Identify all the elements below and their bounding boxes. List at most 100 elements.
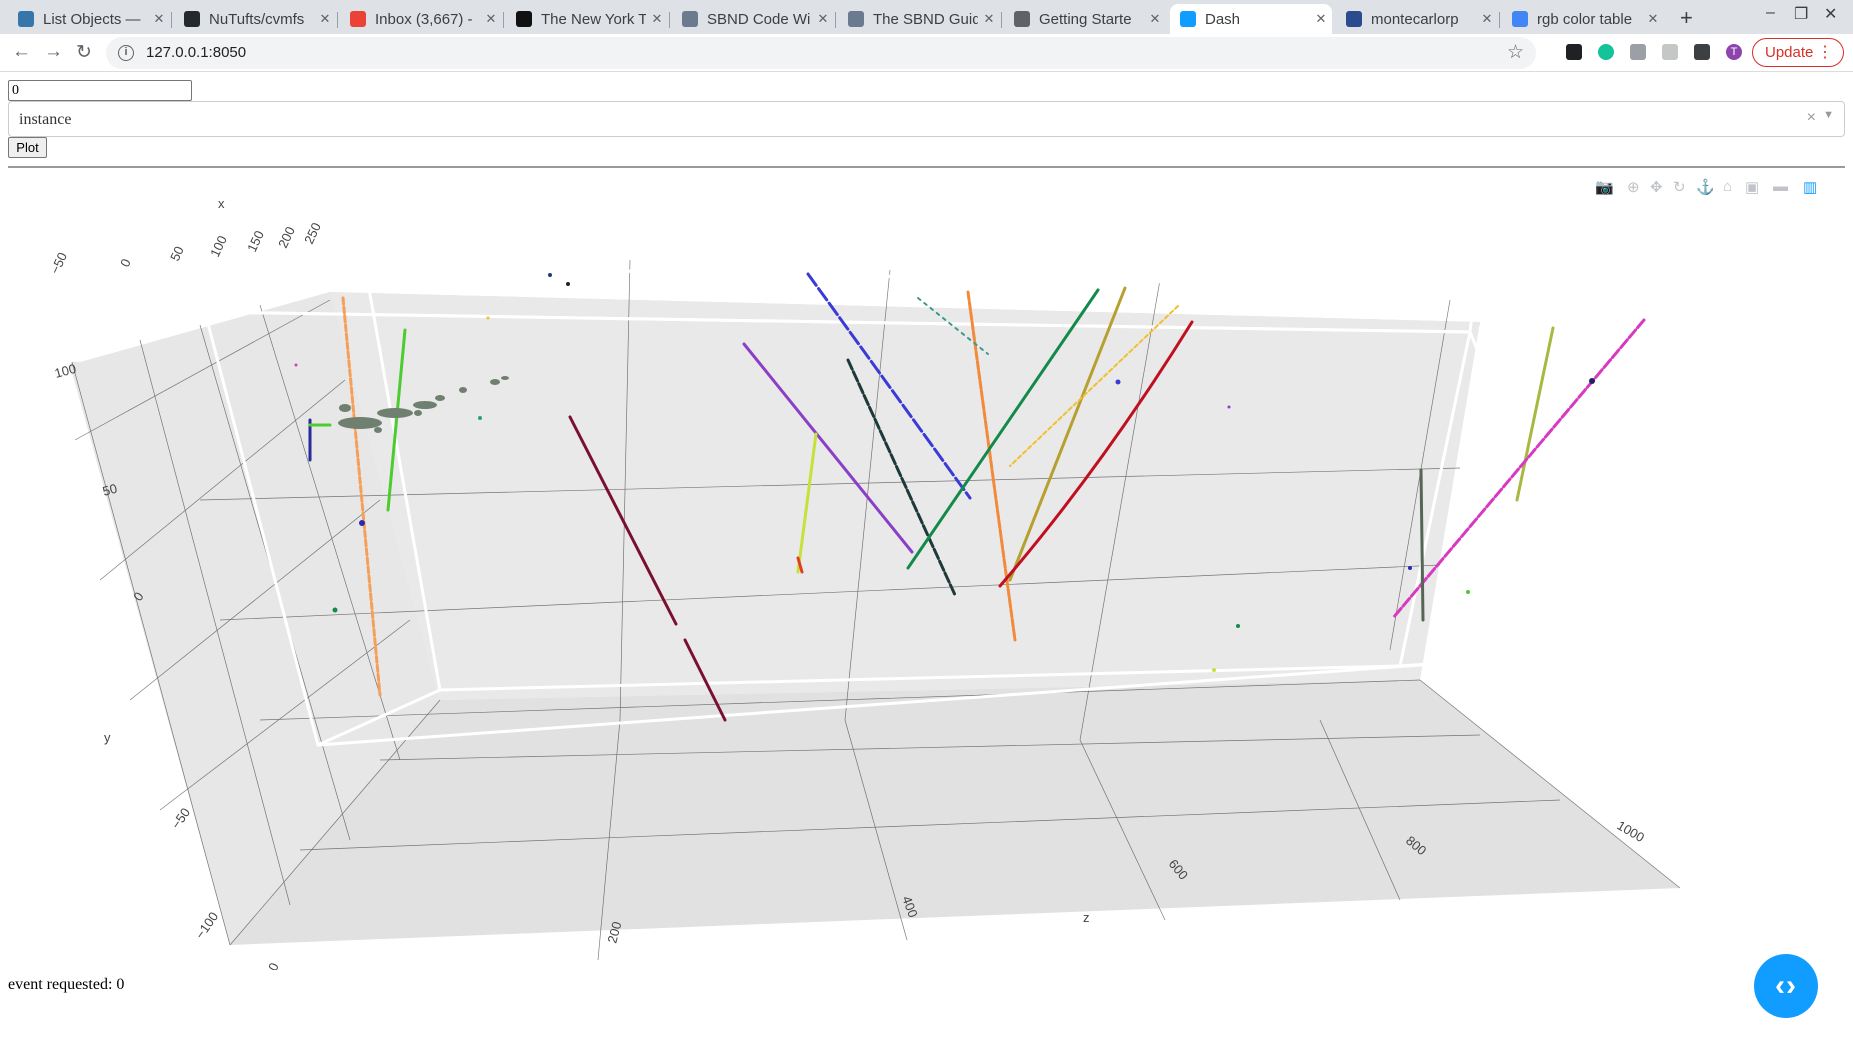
y-tick: −100 (192, 909, 221, 942)
track (796, 432, 818, 574)
close-window-icon[interactable]: ✕ (1824, 6, 1838, 23)
browser-tab[interactable]: Dash ✕ (1170, 4, 1332, 34)
site-info-icon[interactable]: i (118, 45, 134, 61)
tab-close-icon[interactable]: ✕ (485, 11, 497, 26)
tab-favicon-icon (184, 11, 200, 27)
track (796, 556, 804, 574)
tab-separator (1499, 12, 1500, 28)
tab-close-icon[interactable]: ✕ (319, 11, 331, 26)
y-tick: 50 (101, 481, 119, 499)
browser-tab[interactable]: The New York T ✕ (506, 4, 668, 34)
extension-icon[interactable] (1630, 44, 1646, 60)
z-axis-title: z (1083, 910, 1090, 925)
track (1391, 318, 1646, 620)
browser-tab[interactable]: Inbox (3,667) - ✕ (340, 4, 502, 34)
grid-lines (71, 259, 1681, 961)
color-by-dropdown[interactable]: instance × ▼ (8, 101, 1845, 137)
browser-tab[interactable]: rgb color table ✕ (1502, 4, 1664, 34)
chevron-down-icon[interactable]: ▼ (1823, 109, 1834, 121)
track (917, 297, 989, 355)
camera-icon[interactable]: 📷 (1595, 179, 1614, 196)
event-status-text: event requested: 0 (8, 976, 125, 993)
browser-tab[interactable]: NuTufts/cvmfs ✕ (174, 4, 336, 34)
track (1419, 468, 1425, 622)
x-tick: 150 (244, 228, 267, 254)
track (846, 358, 957, 597)
tab-close-icon[interactable]: ✕ (1647, 11, 1659, 26)
pan-icon[interactable]: ✥ (1650, 179, 1663, 196)
tab-title: rgb color table (1537, 10, 1633, 28)
browser-tab[interactable]: List Objects — ✕ (8, 4, 170, 34)
tab-close-icon[interactable]: ✕ (983, 11, 995, 26)
tab-close-icon[interactable]: ✕ (1149, 11, 1161, 26)
tab-title: montecarlorp (1371, 10, 1459, 28)
plot-button[interactable]: Plot (8, 137, 47, 158)
kebab-menu-icon[interactable]: ⋮ (1817, 44, 1833, 61)
profile-avatar[interactable]: T (1726, 44, 1742, 60)
tab-separator (171, 12, 172, 28)
zoom-icon[interactable]: ⊕ (1627, 179, 1640, 196)
back-plane (330, 292, 1480, 700)
z-tick: 0 (265, 960, 282, 970)
browser-tab[interactable]: Getting Starte ✕ (1004, 4, 1166, 34)
event-display-3d[interactable]: x −50 0 50 100 150 200 250 y −100 −50 0 … (0, 200, 1853, 970)
track (906, 288, 1100, 570)
browser-toolbar: ← → ↻ i 127.0.0.1:8050 ☆ T Update ⋮ (0, 34, 1853, 72)
new-tab-button[interactable]: + (1680, 5, 1693, 30)
plotly-logo-icon[interactable]: ▥ (1803, 179, 1818, 196)
tab-title: Dash (1205, 10, 1241, 28)
x-tick: 50 (167, 244, 187, 263)
z-tick: 200 (604, 920, 624, 945)
turntable-icon[interactable]: ⚓ (1696, 179, 1715, 196)
orbit-icon[interactable]: ↻ (1673, 179, 1686, 196)
x-tick: 200 (275, 224, 298, 250)
tab-favicon-icon (682, 11, 698, 27)
browser-tab[interactable]: The SBND Guid ✕ (838, 4, 1000, 34)
y-axis-title: y (104, 730, 111, 745)
track (998, 320, 1194, 588)
reset-camera-icon[interactable]: ▣ (1745, 179, 1760, 196)
dash-debug-menu-button[interactable]: ‹› (1754, 954, 1818, 1018)
track (568, 415, 678, 626)
shower-cluster (338, 376, 509, 433)
particle-tracks (308, 272, 1646, 722)
tab-title: Inbox (3,667) - (375, 10, 473, 28)
track (1008, 286, 1127, 582)
event-number-input[interactable]: 0 (8, 80, 192, 101)
x-axis-title: x (218, 200, 225, 211)
tab-favicon-icon (848, 11, 864, 27)
tab-title: The New York T (541, 10, 646, 28)
reload-icon[interactable]: ↻ (76, 42, 92, 63)
puzzle-icon[interactable] (1694, 44, 1710, 60)
minimize-icon[interactable]: – (1766, 4, 1775, 21)
update-button[interactable]: Update ⋮ (1752, 38, 1844, 67)
back-icon[interactable]: ← (12, 41, 31, 62)
tab-favicon-icon (18, 11, 34, 27)
extension-icon[interactable] (1662, 44, 1678, 60)
tab-favicon-icon (1512, 11, 1528, 27)
tab-close-icon[interactable]: ✕ (1315, 11, 1327, 26)
home-icon[interactable]: ⌂ (1723, 178, 1733, 195)
detector-box (203, 264, 1603, 747)
browser-tab[interactable]: SBND Code Wi ✕ (672, 4, 834, 34)
address-url[interactable]: 127.0.0.1:8050 (146, 44, 247, 61)
restore-icon[interactable]: ❐ (1794, 6, 1809, 23)
tab-separator (835, 12, 836, 28)
tab-separator (503, 12, 504, 28)
extension-icon[interactable] (1566, 44, 1582, 60)
tab-favicon-icon (1180, 11, 1196, 27)
address-bar[interactable]: i 127.0.0.1:8050 ☆ (106, 37, 1536, 69)
track (386, 328, 407, 512)
hover-icon[interactable]: ▬ (1773, 178, 1788, 195)
grammarly-icon[interactable] (1598, 44, 1614, 60)
tab-close-icon[interactable]: ✕ (1481, 11, 1493, 26)
dropdown-clear-icon[interactable]: × (1806, 109, 1816, 126)
tab-close-icon[interactable]: ✕ (817, 11, 829, 26)
x-tick: 0 (117, 256, 134, 269)
forward-icon[interactable]: → (44, 41, 63, 62)
bookmark-star-icon[interactable]: ☆ (1506, 42, 1524, 63)
browser-tab[interactable]: montecarlorp ✕ (1336, 4, 1498, 34)
tab-close-icon[interactable]: ✕ (651, 11, 663, 26)
tab-close-icon[interactable]: ✕ (153, 11, 165, 26)
z-tick: 400 (899, 894, 921, 920)
